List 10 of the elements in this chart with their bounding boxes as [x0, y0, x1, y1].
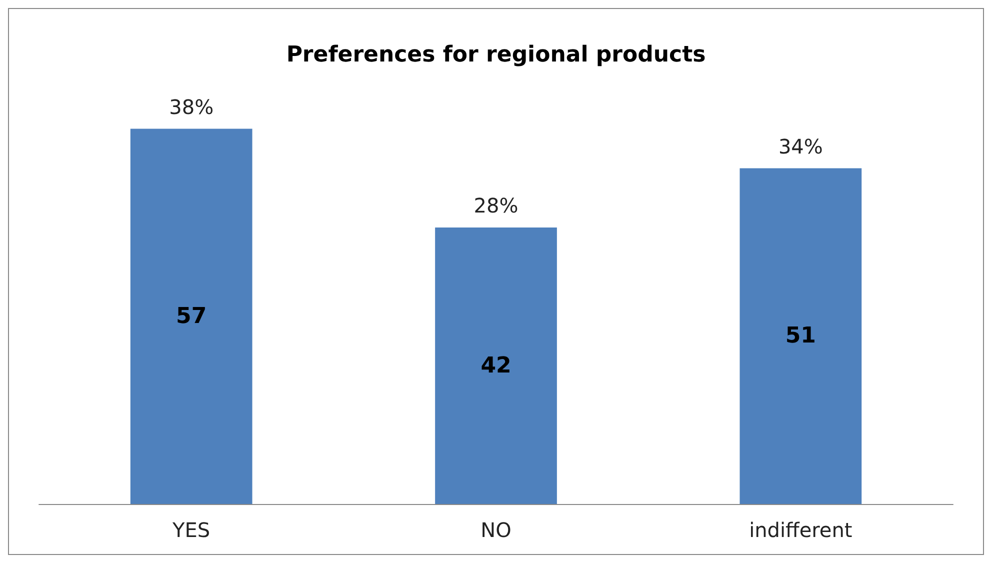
annotation: 28% — [474, 194, 518, 218]
annotation: 34% — [778, 134, 823, 158]
data-label: 57 — [176, 304, 207, 329]
data-label: 51 — [785, 324, 816, 349]
data-label: 42 — [480, 353, 512, 378]
x-tick-label: NO — [480, 518, 512, 542]
annotation: 38% — [169, 94, 214, 119]
x-tick-label: indifferent — [749, 518, 852, 542]
x-tick-label: YES — [172, 518, 210, 542]
chart-title: Preferences for regional products — [286, 42, 706, 68]
